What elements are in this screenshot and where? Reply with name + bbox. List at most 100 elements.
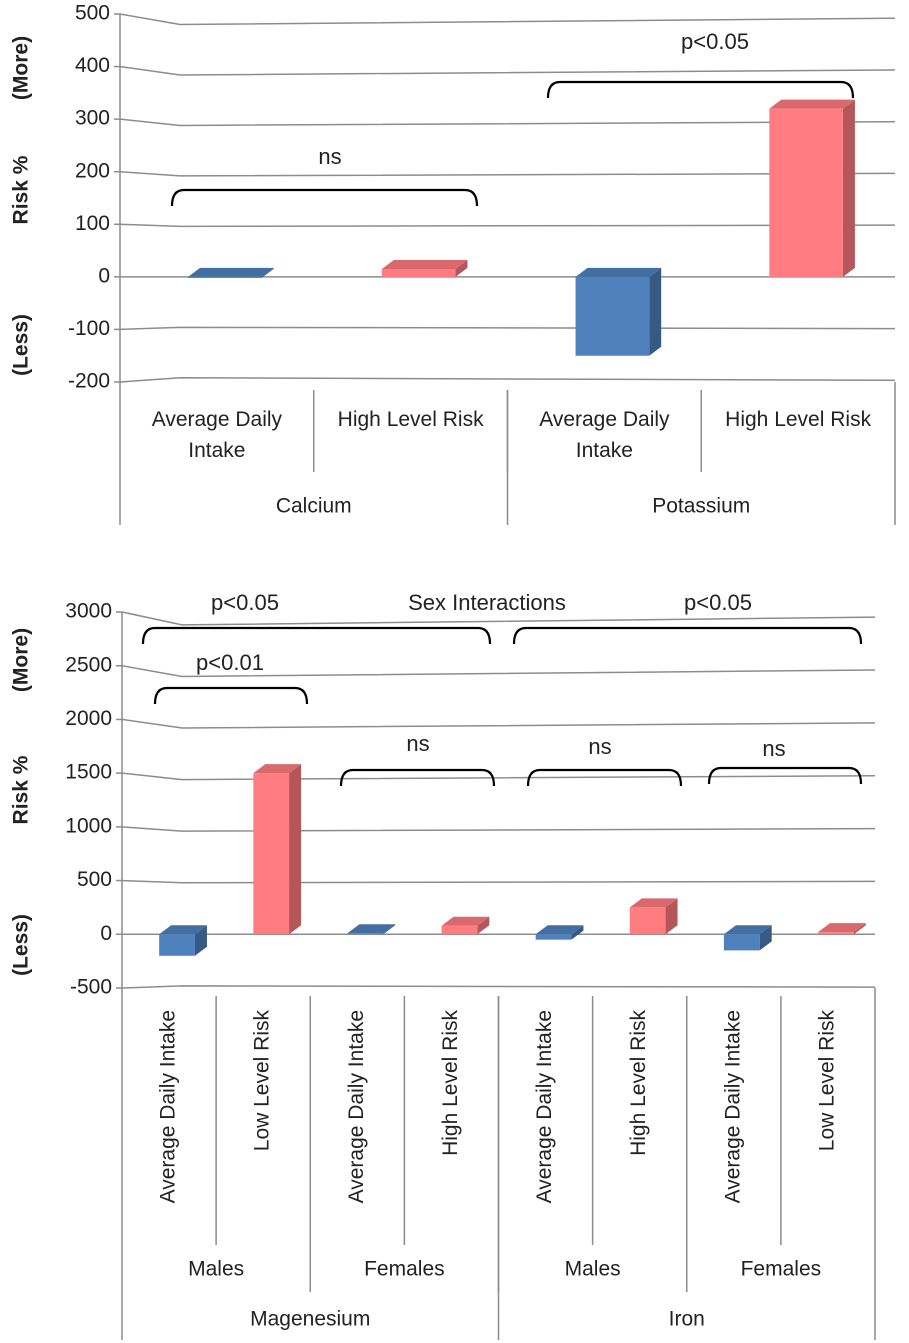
bar-top bbox=[535, 925, 584, 935]
annotation: ns bbox=[406, 731, 429, 756]
annotation: p<0.05 bbox=[681, 29, 749, 54]
annotation: Sex Interactions bbox=[408, 590, 566, 615]
annotation: p<0.01 bbox=[196, 650, 264, 675]
annotation: ns bbox=[318, 144, 341, 169]
bar-top bbox=[441, 916, 490, 926]
bar bbox=[818, 932, 854, 935]
bar-top bbox=[575, 267, 662, 277]
bar bbox=[347, 933, 384, 935]
y-axis-label: (More) bbox=[10, 628, 33, 692]
bracket bbox=[153, 686, 309, 705]
y-tick-label: 1000 bbox=[65, 814, 112, 837]
bar-side bbox=[477, 916, 490, 935]
x-tick-label: Average Daily Intake bbox=[533, 1010, 556, 1203]
subgroup-label: Males bbox=[565, 1258, 621, 1281]
grid-line bbox=[119, 377, 896, 383]
y-tick-label: 0 bbox=[100, 922, 112, 945]
bar bbox=[629, 907, 666, 935]
x-tick-label: High Level Risk bbox=[337, 408, 484, 431]
bracket bbox=[546, 80, 855, 99]
group-label: Magenesium bbox=[250, 1308, 370, 1331]
bar-side bbox=[649, 267, 662, 356]
y-tick-label: 200 bbox=[75, 159, 110, 182]
group-label: Calcium bbox=[276, 495, 352, 518]
grid-line bbox=[121, 718, 876, 729]
y-tick-label: 3000 bbox=[65, 600, 112, 623]
y-tick-label: 300 bbox=[75, 107, 110, 130]
bar-top bbox=[818, 923, 866, 933]
annotation: p<0.05 bbox=[211, 590, 279, 615]
y-axis-label: (More) bbox=[10, 36, 33, 100]
bar-top bbox=[159, 925, 207, 935]
y-tick-label: -100 bbox=[68, 317, 110, 340]
grid-line bbox=[121, 611, 876, 626]
bar bbox=[769, 108, 843, 277]
grid-line bbox=[119, 65, 896, 76]
bar-top bbox=[723, 925, 772, 935]
x-tick-label: Average Daily Intake bbox=[721, 1010, 744, 1203]
bar-side bbox=[842, 99, 855, 277]
bracket bbox=[339, 768, 496, 787]
y-axis-label: Risk % bbox=[10, 755, 33, 824]
y-tick-label: 1500 bbox=[65, 761, 112, 784]
annotation: ns bbox=[588, 734, 611, 759]
grid-line bbox=[121, 664, 876, 678]
y-tick-label: 400 bbox=[75, 54, 110, 77]
bar-side bbox=[759, 925, 772, 951]
x-tick-label: Low Level Risk bbox=[815, 1010, 838, 1152]
bar-side bbox=[383, 924, 396, 935]
bar-side bbox=[853, 923, 866, 935]
bar bbox=[253, 773, 290, 935]
bracket bbox=[141, 626, 492, 645]
subgroup-label: Females bbox=[741, 1258, 822, 1281]
y-axis-label: (Less) bbox=[10, 914, 33, 976]
grid-line bbox=[121, 772, 876, 781]
group-label: Iron bbox=[669, 1308, 705, 1331]
x-tick-label: Average Daily Intake bbox=[157, 1010, 180, 1203]
grid-line bbox=[119, 13, 896, 26]
bar-side bbox=[665, 898, 678, 935]
grid-line bbox=[119, 223, 896, 228]
subgroup-label: Females bbox=[364, 1258, 445, 1281]
x-tick-label: High Level Risk bbox=[439, 1010, 462, 1156]
x-tick-label: High Level Risk bbox=[725, 408, 872, 431]
bar bbox=[188, 276, 262, 278]
annotation: ns bbox=[762, 736, 785, 761]
grid-line bbox=[121, 826, 876, 832]
bar bbox=[441, 925, 478, 935]
bar-side bbox=[455, 259, 468, 277]
bar-side bbox=[289, 764, 302, 935]
group-label: Potassium bbox=[652, 495, 750, 518]
bracket bbox=[170, 188, 479, 207]
x-tick-label: Average Daily Intake bbox=[345, 1010, 368, 1203]
bar bbox=[535, 934, 572, 940]
bracket bbox=[512, 626, 863, 645]
y-tick-label: 2000 bbox=[65, 707, 112, 730]
bar bbox=[723, 934, 760, 951]
grid-line bbox=[119, 326, 896, 331]
subgroup-label: Males bbox=[188, 1258, 244, 1281]
y-tick-label: -500 bbox=[70, 976, 112, 999]
y-axis-label: Risk % bbox=[10, 155, 33, 224]
bar-top bbox=[188, 267, 274, 277]
bar-top bbox=[381, 259, 468, 269]
grid-line bbox=[121, 879, 876, 884]
annotation: p<0.05 bbox=[684, 590, 752, 615]
y-axis-label: (Less) bbox=[10, 314, 33, 376]
y-tick-label: 500 bbox=[77, 868, 112, 891]
bracket bbox=[707, 766, 863, 785]
bar bbox=[381, 268, 456, 277]
y-tick-label: 100 bbox=[75, 212, 110, 235]
x-tick-label: Average Daily Intake bbox=[539, 408, 670, 462]
bar-top bbox=[347, 924, 396, 934]
grid-line bbox=[119, 170, 896, 177]
bar bbox=[575, 276, 650, 356]
y-tick-label: 500 bbox=[75, 2, 110, 25]
bar-side bbox=[261, 267, 274, 278]
y-tick-label: -200 bbox=[68, 370, 110, 393]
grid-line bbox=[119, 118, 896, 127]
bar-side bbox=[571, 925, 584, 940]
y-tick-label: 0 bbox=[98, 264, 110, 287]
bar-side bbox=[194, 925, 207, 956]
